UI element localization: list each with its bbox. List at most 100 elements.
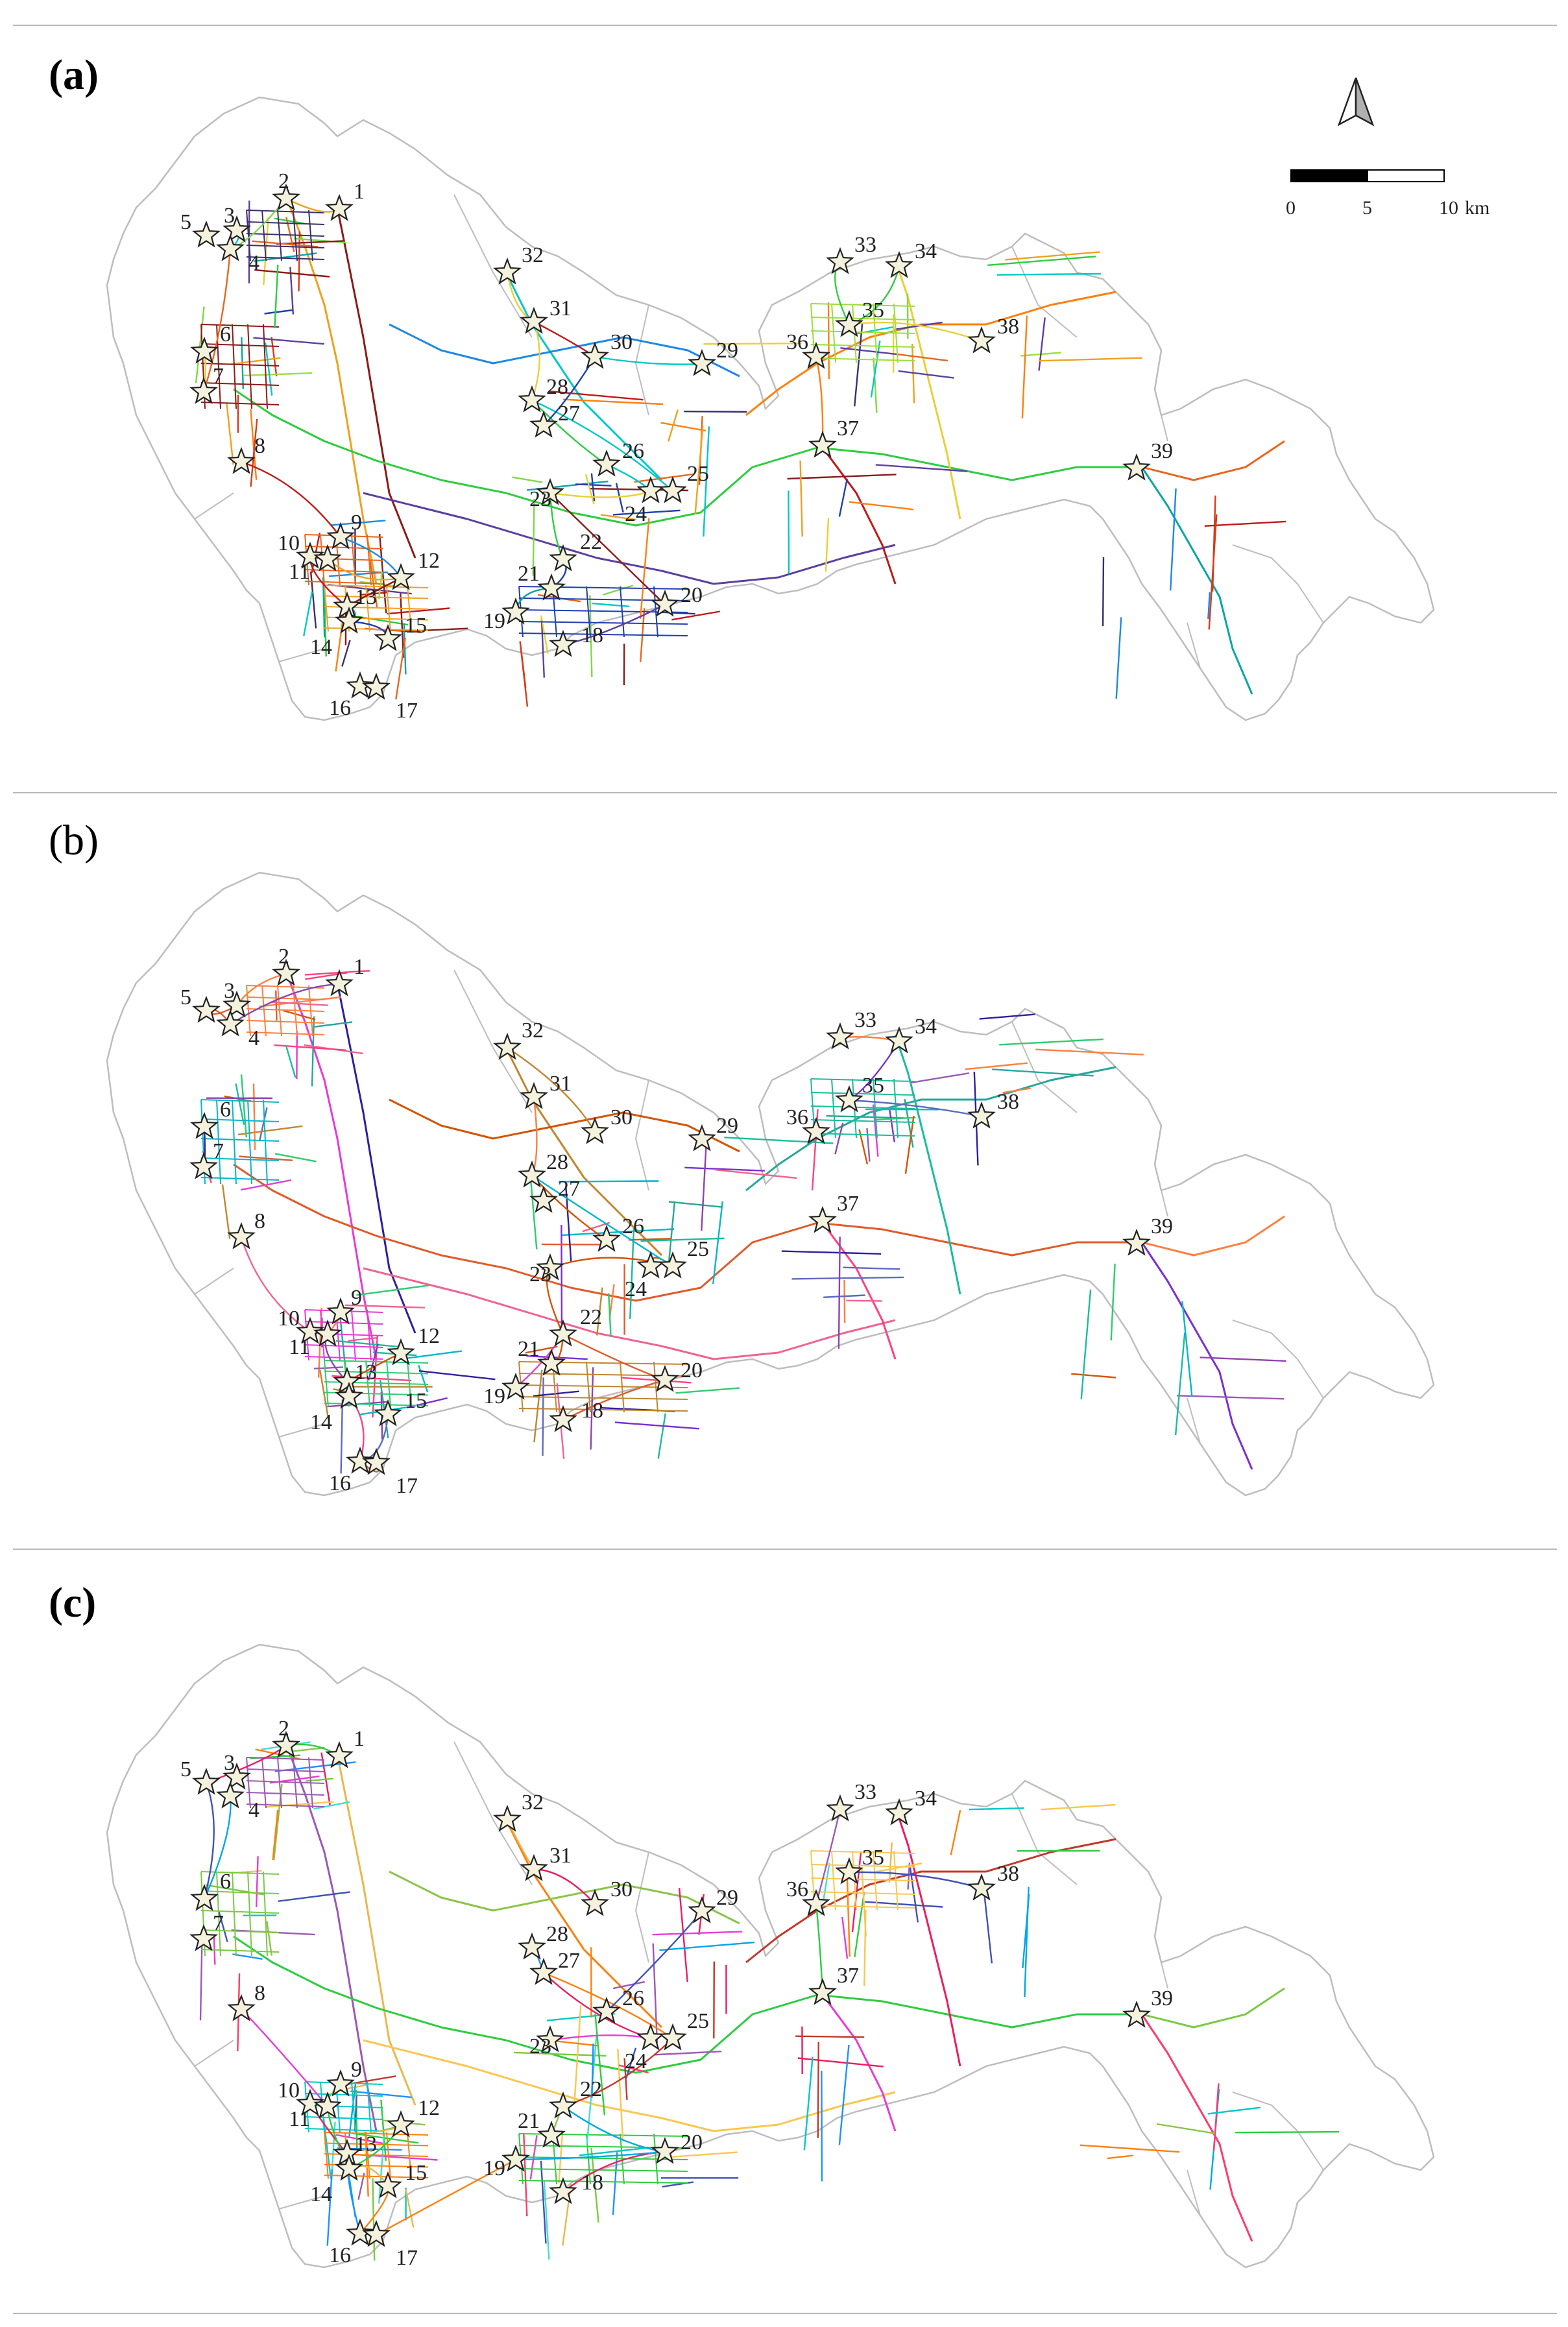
station-marker: 5 — [180, 985, 221, 1023]
road-segment — [226, 402, 234, 465]
station-number: 19 — [483, 609, 505, 633]
road-segment — [671, 610, 721, 621]
road-segment — [849, 501, 914, 511]
road-segment — [274, 264, 279, 329]
road-segment — [1204, 520, 1286, 527]
station-marker: 8 — [227, 434, 265, 474]
station-number: 22 — [580, 530, 602, 554]
station-marker: 14 — [310, 2153, 363, 2206]
road-segment — [795, 2035, 865, 2038]
road-segment — [548, 390, 644, 401]
station-marker: 18 — [549, 1399, 603, 1432]
station-number: 14 — [310, 2182, 332, 2206]
road-segment — [1022, 1894, 1030, 1969]
station-number: 10 — [278, 531, 300, 555]
road-arterial — [336, 207, 416, 559]
station-marker: 19 — [483, 2144, 530, 2180]
road-segment — [573, 2005, 582, 2102]
station-number: 20 — [681, 2130, 703, 2154]
station-number: 31 — [549, 1844, 572, 1868]
station-marker: 27 — [529, 1949, 580, 1985]
road-segment — [565, 1187, 572, 1262]
road-grid — [246, 245, 325, 248]
road-segment — [311, 1016, 315, 1087]
road-segment — [791, 1276, 904, 1280]
station-number: 24 — [625, 1277, 647, 1301]
panel-top-rule — [13, 1549, 1557, 1550]
star-outline-icon — [592, 1996, 621, 2024]
station-marker: 11 — [289, 2091, 342, 2131]
road-arterial — [505, 1819, 663, 2029]
station-marker: 16 — [329, 671, 374, 720]
station-marker: 23 — [529, 477, 564, 511]
station-number: 30 — [610, 330, 633, 354]
district-line — [1232, 2092, 1324, 2171]
station-number: 14 — [310, 635, 332, 659]
station-number: 17 — [396, 699, 418, 723]
station-number: 39 — [1151, 1986, 1173, 2010]
road-grid — [810, 1092, 915, 1096]
road-arterial — [821, 1994, 897, 2132]
road-grid — [261, 985, 267, 1037]
station-marker: 23 — [529, 2025, 564, 2058]
road-segment — [582, 1222, 610, 1233]
road-segment — [1071, 1373, 1116, 1379]
station-number: 38 — [997, 1862, 1019, 1886]
road-grid — [518, 633, 688, 636]
road-segment — [265, 1801, 334, 1808]
star-outline-icon — [313, 1319, 342, 1347]
road-segment — [662, 2181, 694, 2188]
star-outline-icon — [493, 257, 522, 285]
star-outline-icon — [802, 341, 830, 369]
station-number: 38 — [997, 1090, 1019, 1114]
station-number: 30 — [610, 1105, 633, 1129]
station-marker: 37 — [808, 1964, 859, 2005]
station-marker: 10 — [278, 2079, 324, 2116]
star-outline-icon — [536, 477, 564, 505]
road-segment — [659, 1941, 755, 1951]
station-marker: 7 — [189, 1139, 224, 1179]
road-segment — [1005, 251, 1100, 261]
star-outline-icon — [658, 1251, 687, 1279]
road-segment — [843, 1266, 900, 1270]
road-segment — [987, 256, 1096, 266]
road-link — [562, 1333, 666, 1381]
road-segment — [668, 409, 679, 442]
district-boundary — [106, 96, 1435, 721]
north-arrow-icon — [1337, 77, 1375, 127]
road-segment — [781, 1250, 882, 1255]
road-grid — [810, 303, 915, 307]
star-outline-icon — [313, 2091, 342, 2119]
station-number: 8 — [254, 1981, 265, 2005]
station-marker: 7 — [189, 364, 224, 404]
star-outline-icon — [967, 1101, 996, 1129]
station-number: 15 — [405, 1389, 427, 1413]
road-grid — [216, 1099, 221, 1185]
station-marker: 21 — [518, 562, 566, 601]
star-outline-icon — [1122, 2000, 1151, 2028]
road-grid — [200, 1890, 280, 1894]
road-segment — [684, 1166, 765, 1172]
road-link — [531, 321, 540, 401]
road-grid — [365, 2132, 370, 2179]
road-network — [195, 194, 1286, 707]
station-marker: 26 — [592, 1986, 644, 2024]
road-grid — [810, 1105, 915, 1109]
star-outline-icon — [592, 1224, 621, 1252]
road-grid — [246, 1031, 325, 1035]
star-outline-icon — [549, 629, 577, 657]
road-segment — [874, 1116, 916, 1121]
station-number: 28 — [546, 1922, 568, 1946]
station-number: 26 — [622, 439, 644, 463]
star-outline-icon — [272, 1730, 300, 1758]
road-grid — [200, 1118, 280, 1122]
star-outline-icon — [192, 995, 221, 1023]
station-number: 16 — [329, 696, 351, 720]
road-segment — [1038, 317, 1046, 371]
star-outline-icon — [296, 1316, 324, 1344]
station-number: 6 — [220, 1098, 231, 1122]
road-segment — [252, 1083, 256, 1150]
station-number: 11 — [289, 1335, 310, 1359]
station-marker: 1 — [325, 180, 365, 221]
station-number: 25 — [687, 1237, 709, 1261]
